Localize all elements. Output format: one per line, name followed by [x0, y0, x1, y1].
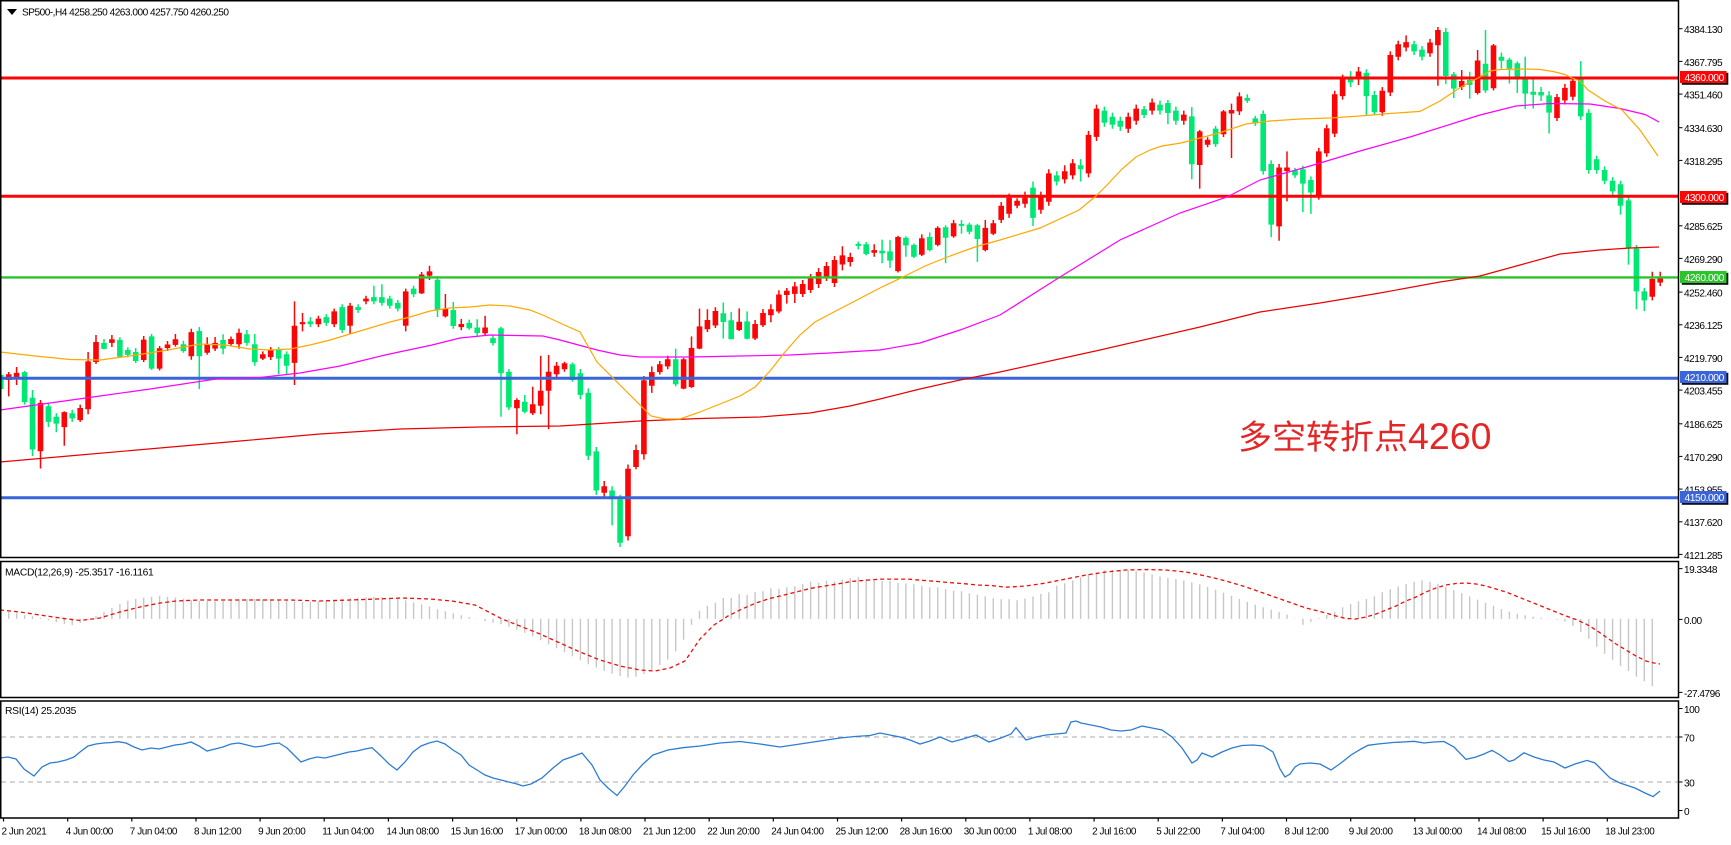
svg-text:21 Jun 12:00: 21 Jun 12:00 [643, 827, 696, 838]
svg-text:4367.795: 4367.795 [1684, 58, 1723, 69]
svg-text:4360.000: 4360.000 [1685, 73, 1725, 84]
svg-text:28 Jun 16:00: 28 Jun 16:00 [900, 827, 953, 838]
svg-text:4137.620: 4137.620 [1684, 518, 1723, 529]
svg-text:100: 100 [1684, 705, 1700, 716]
svg-text:4300.000: 4300.000 [1685, 193, 1725, 204]
svg-text:19.3348: 19.3348 [1684, 565, 1718, 576]
svg-text:4252.460: 4252.460 [1684, 289, 1723, 300]
svg-text:7 Jun 04:00: 7 Jun 04:00 [130, 827, 178, 838]
svg-text:8 Jun 12:00: 8 Jun 12:00 [194, 827, 242, 838]
svg-text:8 Jul 12:00: 8 Jul 12:00 [1285, 827, 1330, 838]
svg-text:15 Jul 16:00: 15 Jul 16:00 [1541, 827, 1591, 838]
svg-text:4269.290: 4269.290 [1684, 255, 1723, 266]
svg-text:5 Jul 22:00: 5 Jul 22:00 [1156, 827, 1201, 838]
svg-text:7 Jul 04:00: 7 Jul 04:00 [1220, 827, 1265, 838]
svg-text:14 Jul 08:00: 14 Jul 08:00 [1477, 827, 1527, 838]
svg-text:14 Jun 08:00: 14 Jun 08:00 [386, 827, 439, 838]
svg-text:2 Jun 2021: 2 Jun 2021 [2, 827, 48, 838]
svg-text:4121.285: 4121.285 [1684, 551, 1723, 562]
svg-text:4 Jun 00:00: 4 Jun 00:00 [66, 827, 114, 838]
svg-text:15 Jun 16:00: 15 Jun 16:00 [451, 827, 504, 838]
svg-text:30 Jun 00:00: 30 Jun 00:00 [964, 827, 1017, 838]
svg-text:4334.630: 4334.630 [1684, 124, 1723, 135]
svg-text:RSI(14) 25.2035: RSI(14) 25.2035 [5, 706, 77, 717]
svg-text:9 Jun 20:00: 9 Jun 20:00 [258, 827, 306, 838]
svg-text:25 Jun 12:00: 25 Jun 12:00 [836, 827, 889, 838]
svg-text:24 Jun 04:00: 24 Jun 04:00 [771, 827, 824, 838]
svg-text:70: 70 [1684, 733, 1695, 744]
svg-text:0.00: 0.00 [1684, 616, 1703, 627]
svg-text:4285.625: 4285.625 [1684, 222, 1723, 233]
svg-text:4384.130: 4384.130 [1684, 25, 1723, 36]
svg-text:-27.4796: -27.4796 [1684, 689, 1721, 700]
svg-text:4150.000: 4150.000 [1685, 493, 1725, 504]
svg-text:13 Jul 00:00: 13 Jul 00:00 [1413, 827, 1463, 838]
svg-text:1 Jul 08:00: 1 Jul 08:00 [1028, 827, 1073, 838]
svg-text:9 Jul 20:00: 9 Jul 20:00 [1349, 827, 1394, 838]
svg-text:MACD(12,26,9) -25.3517 -16.116: MACD(12,26,9) -25.3517 -16.1161 [5, 568, 154, 579]
svg-text:4260.000: 4260.000 [1685, 273, 1725, 284]
svg-text:4318.295: 4318.295 [1684, 157, 1723, 168]
svg-text:4260: 4260 [1408, 415, 1491, 457]
svg-text:18 Jul 23:00: 18 Jul 23:00 [1605, 827, 1655, 838]
svg-text:30: 30 [1684, 778, 1695, 789]
svg-text:4219.790: 4219.790 [1684, 354, 1723, 365]
svg-text:2 Jul 16:00: 2 Jul 16:00 [1092, 827, 1137, 838]
svg-text:0: 0 [1684, 807, 1690, 818]
svg-text:SP500-,H4 4258.250 4263.000 4: SP500-,H4 4258.250 4263.000 4257.750 426… [22, 8, 229, 19]
svg-text:17 Jun 00:00: 17 Jun 00:00 [515, 827, 568, 838]
svg-text:11 Jun 04:00: 11 Jun 04:00 [322, 827, 374, 838]
svg-text:4203.455: 4203.455 [1684, 387, 1723, 398]
svg-text:4351.460: 4351.460 [1684, 91, 1723, 102]
svg-text:4210.000: 4210.000 [1685, 373, 1725, 384]
svg-text:4186.625: 4186.625 [1684, 420, 1723, 431]
svg-text:22 Jun 20:00: 22 Jun 20:00 [707, 827, 760, 838]
svg-text:4236.125: 4236.125 [1684, 321, 1723, 332]
svg-text:18 Jun 08:00: 18 Jun 08:00 [579, 827, 632, 838]
svg-text:4170.290: 4170.290 [1684, 453, 1723, 464]
